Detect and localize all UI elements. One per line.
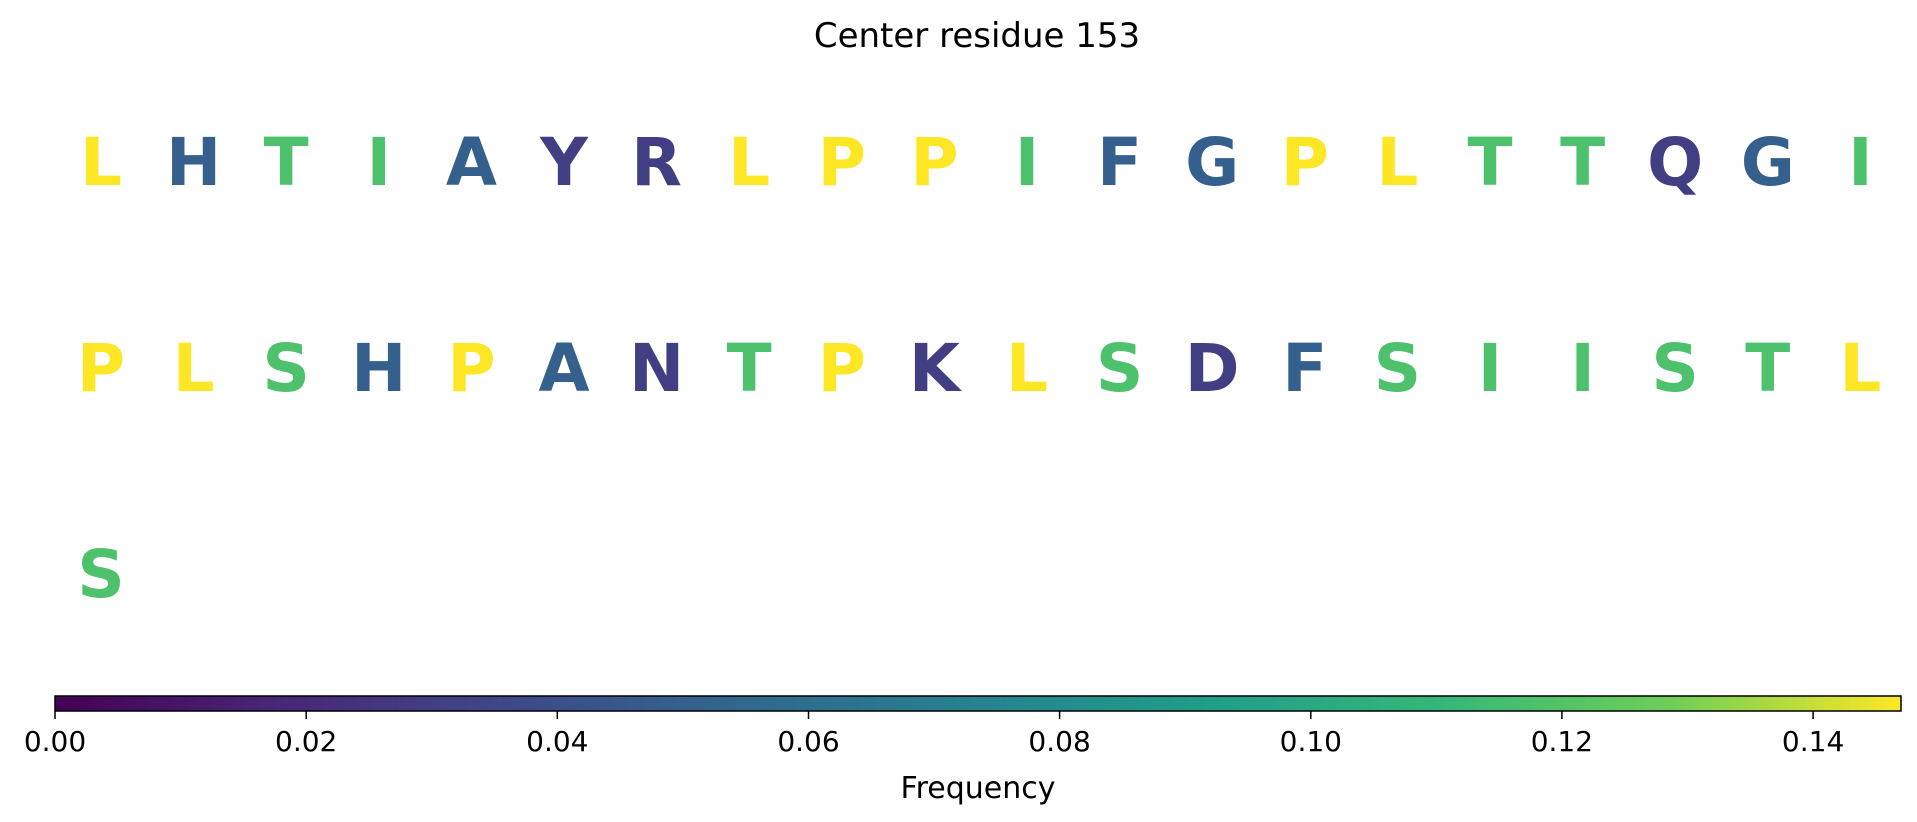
residue-letter: Y — [539, 124, 589, 201]
residue-letter: I — [367, 124, 392, 201]
chart-title: Center residue 153 — [814, 16, 1140, 56]
colorbar-ticks: 0.00 0.02 0.04 0.06 0.08 0.10 0.12 0.14 — [24, 711, 1844, 758]
residue-letter: L — [728, 124, 770, 201]
residue-letter: I — [1015, 124, 1040, 201]
residue-letter: H — [166, 124, 221, 201]
residue-letter: I — [1570, 330, 1595, 407]
residue-letter: P — [77, 330, 125, 407]
colorbar-gradient — [54, 695, 1902, 712]
residue-letter: S — [1651, 330, 1699, 407]
residue-letter: I — [1478, 330, 1503, 407]
residue-letter: I — [1848, 124, 1873, 201]
residue-letter: G — [1185, 124, 1239, 201]
residue-letter: S — [262, 330, 310, 407]
residue-letter: S — [77, 536, 125, 613]
colorbar-tick-label: 0.10 — [1280, 725, 1342, 758]
residue-letter: T — [264, 124, 309, 201]
residue-letter: L — [1376, 124, 1418, 201]
residue-letter: P — [447, 330, 495, 407]
colorbar-tick-label: 0.08 — [1028, 725, 1090, 758]
colorbar: 0.00 0.02 0.04 0.06 0.08 0.10 0.12 0.14 Frequen… — [24, 695, 1902, 806]
residue-letter: Q — [1647, 124, 1703, 201]
residue-letter: H — [351, 330, 406, 407]
residue-letter: P — [1281, 124, 1329, 201]
residue-letter: P — [910, 124, 958, 201]
residue-letter: L — [1006, 330, 1048, 407]
residue-letter: L — [80, 124, 122, 201]
colorbar-tick-label: 0.14 — [1782, 725, 1844, 758]
residue-letter: A — [538, 330, 589, 407]
residue-letter: K — [909, 330, 963, 407]
residue-grid: L H T I A Y R L P P I F G P L T T Q G IP L S H P A N T P K L S D F S I I S T L… — [77, 124, 1882, 613]
residue-letter: R — [631, 124, 682, 201]
colorbar-tick-label: 0.00 — [24, 725, 86, 758]
residue-letter: T — [1745, 330, 1790, 407]
residue-letter: S — [1096, 330, 1144, 407]
colorbar-tick-label: 0.04 — [526, 725, 588, 758]
colorbar-tick-label: 0.06 — [777, 725, 839, 758]
residue-letter: D — [1185, 330, 1240, 407]
colorbar-tick-label: 0.12 — [1531, 725, 1593, 758]
residue-letter: F — [1097, 124, 1142, 201]
residue-letter: S — [1374, 330, 1422, 407]
residue-letter: T — [1467, 124, 1512, 201]
residue-letter: P — [818, 124, 866, 201]
residue-letter: L — [173, 330, 215, 407]
residue-letter: L — [1839, 330, 1881, 407]
residue-letter: T — [727, 330, 772, 407]
residue-letter: P — [818, 330, 866, 407]
residue-letter: A — [446, 124, 497, 201]
residue-letter: T — [1560, 124, 1605, 201]
residue-letter: F — [1282, 330, 1327, 407]
residue-letter: N — [629, 330, 684, 407]
colorbar-label: Frequency — [901, 771, 1056, 806]
residue-letter: G — [1741, 124, 1795, 201]
colorbar-tick-label: 0.02 — [275, 725, 337, 758]
